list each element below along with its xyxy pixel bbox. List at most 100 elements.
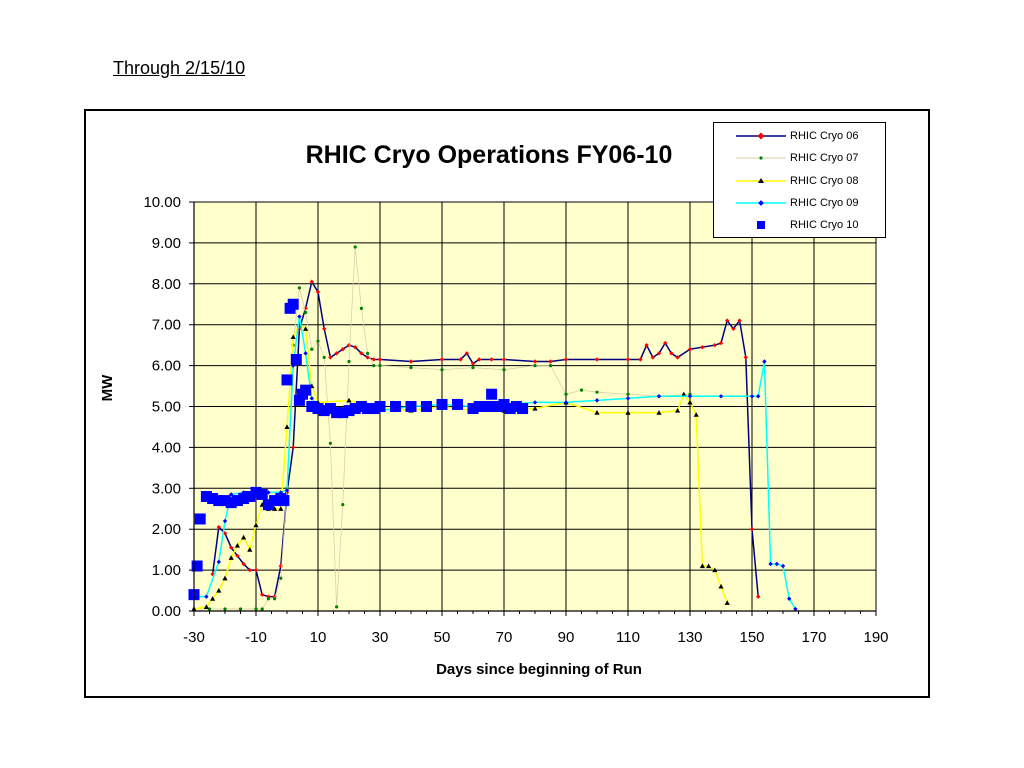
data-point: [656, 394, 662, 399]
data-point: [780, 563, 786, 569]
data-point: [200, 490, 212, 502]
data-point: [213, 495, 225, 507]
data-point: [335, 605, 339, 609]
data-point: [564, 392, 568, 396]
x-tick-label: 190: [863, 629, 888, 646]
data-point: [756, 394, 761, 399]
through-date-note: Through 2/15/10: [113, 58, 246, 78]
data-point: [222, 531, 228, 536]
data-point: [532, 359, 538, 364]
data-point: [366, 351, 370, 355]
data-point: [353, 344, 358, 350]
y-tick-label: 2.00: [152, 521, 181, 538]
data-point: [749, 394, 755, 399]
data-point: [712, 567, 718, 573]
data-point: [749, 527, 755, 532]
data-point: [346, 397, 352, 403]
data-point: [349, 403, 361, 415]
legend-label: RHIC Cryo 07: [790, 152, 859, 164]
data-point: [300, 384, 312, 396]
legend-label: RHIC Cryo 10: [790, 219, 859, 231]
y-tick-label: 5.00: [152, 399, 181, 416]
data-point: [563, 400, 569, 405]
data-point: [260, 607, 264, 611]
data-point: [269, 495, 281, 507]
data-point: [548, 364, 553, 368]
series-1: [192, 245, 692, 611]
data-point: [284, 424, 290, 430]
data-point: [594, 410, 600, 415]
data-point: [284, 488, 290, 493]
data-point: [675, 407, 681, 413]
data-point: [669, 351, 674, 356]
data-point: [228, 555, 234, 560]
data-point: [272, 594, 277, 599]
data-point: [253, 522, 259, 528]
x-tick-label: 10: [310, 629, 327, 646]
data-point: [241, 534, 247, 540]
data-point: [368, 403, 380, 415]
data-point: [718, 583, 724, 589]
x-tick-label: 150: [739, 629, 764, 646]
data-point: [793, 606, 798, 612]
data-point: [216, 524, 221, 530]
data-point: [216, 587, 222, 593]
data-point: [291, 445, 296, 450]
data-point: [533, 364, 537, 368]
data-point: [712, 342, 717, 348]
data-point: [594, 398, 600, 403]
legend-item-cryo-06: RHIC Cryo 06: [714, 127, 885, 145]
data-point: [235, 553, 240, 558]
y-tick-label: 3.00: [152, 480, 181, 497]
data-point: [458, 357, 463, 362]
data-point: [371, 357, 376, 362]
data-point: [254, 607, 258, 611]
data-point: [725, 318, 730, 323]
data-point: [731, 326, 736, 331]
data-point: [687, 399, 693, 405]
y-tick-label: 10.00: [143, 194, 181, 211]
data-point: [278, 495, 290, 507]
data-point: [334, 351, 339, 356]
data-point: [743, 355, 748, 360]
x-tick-label: 170: [801, 629, 826, 646]
data-point: [650, 355, 655, 360]
series-line: [193, 323, 728, 610]
data-point: [595, 390, 599, 394]
data-point: [477, 357, 482, 362]
data-point: [253, 567, 259, 573]
data-point: [706, 563, 712, 569]
x-tick-label: 70: [496, 629, 513, 646]
data-point: [273, 597, 277, 601]
data-point: [322, 326, 327, 331]
data-point: [219, 495, 231, 507]
data-point: [532, 405, 538, 411]
data-point: [498, 398, 510, 410]
data-point: [774, 561, 779, 567]
data-point: [644, 342, 649, 348]
y-tick-label: 0.00: [152, 603, 181, 620]
data-point: [207, 607, 212, 611]
data-point: [250, 486, 262, 498]
data-point: [247, 547, 253, 552]
data-point: [316, 339, 320, 343]
legend-item-cryo-07: RHIC Cryo 07: [714, 149, 885, 167]
data-point: [324, 403, 336, 415]
y-tick-label: 6.00: [152, 358, 181, 375]
data-point: [693, 412, 699, 417]
data-point: [362, 403, 374, 415]
data-point: [204, 594, 209, 599]
data-point: [312, 403, 324, 415]
data-point: [287, 298, 299, 310]
data-point: [256, 488, 268, 500]
data-point: [337, 407, 349, 419]
data-point: [229, 545, 234, 550]
data-point: [318, 405, 330, 417]
data-point: [266, 594, 271, 599]
x-axis-label: Days since beginning of Run: [436, 661, 642, 678]
data-point: [309, 396, 314, 401]
data-point: [306, 401, 318, 412]
data-point: [467, 403, 479, 415]
data-point: [353, 245, 357, 249]
